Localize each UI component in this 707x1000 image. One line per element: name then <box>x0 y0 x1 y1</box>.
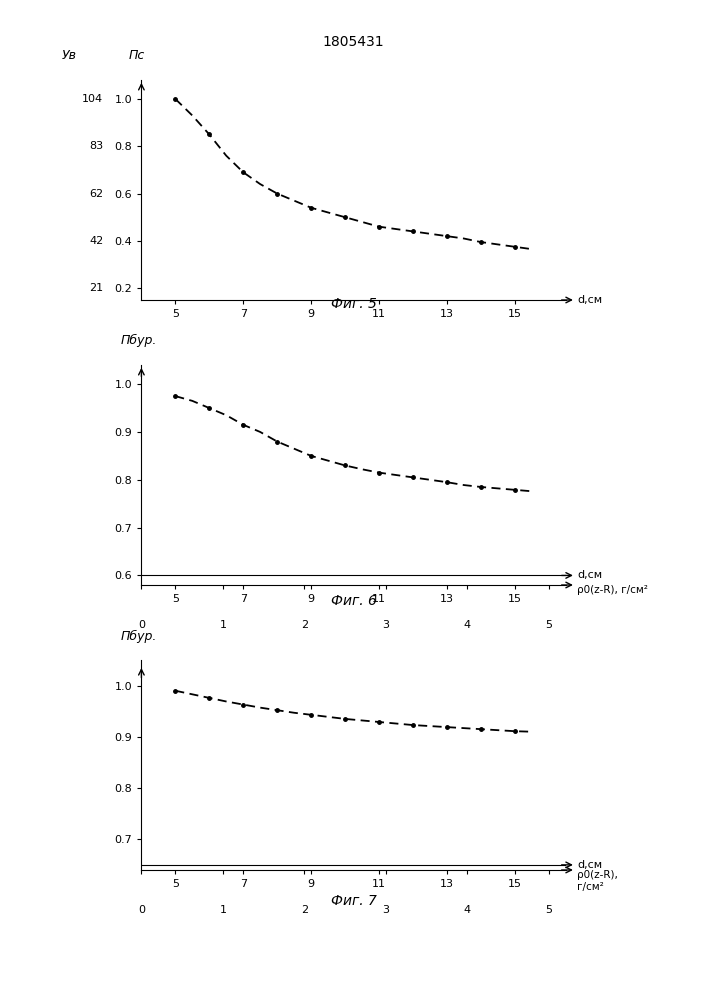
Text: Фиг. 6: Фиг. 6 <box>331 594 376 608</box>
Text: ρ0(z-R),
г/см²: ρ0(z-R), г/см² <box>578 870 619 892</box>
Text: 83: 83 <box>89 141 103 151</box>
Text: 104: 104 <box>82 94 103 104</box>
Text: Пбур.: Пбур. <box>120 630 156 643</box>
Text: d,см: d,см <box>578 295 602 305</box>
Text: ρ0(z-R), г/см²: ρ0(z-R), г/см² <box>578 585 648 595</box>
Text: d,см: d,см <box>578 860 602 870</box>
Text: 1805431: 1805431 <box>322 35 385 49</box>
Text: Фиг. 5: Фиг. 5 <box>331 297 376 311</box>
Text: Пбур.: Пбур. <box>120 334 156 347</box>
Text: d,см: d,см <box>578 570 602 580</box>
Text: Пс: Пс <box>129 49 145 62</box>
Text: 42: 42 <box>89 236 103 246</box>
Text: Фиг. 7: Фиг. 7 <box>331 894 376 908</box>
Text: Ув: Ув <box>62 49 77 62</box>
Text: 21: 21 <box>89 283 103 293</box>
Text: 62: 62 <box>89 189 103 199</box>
